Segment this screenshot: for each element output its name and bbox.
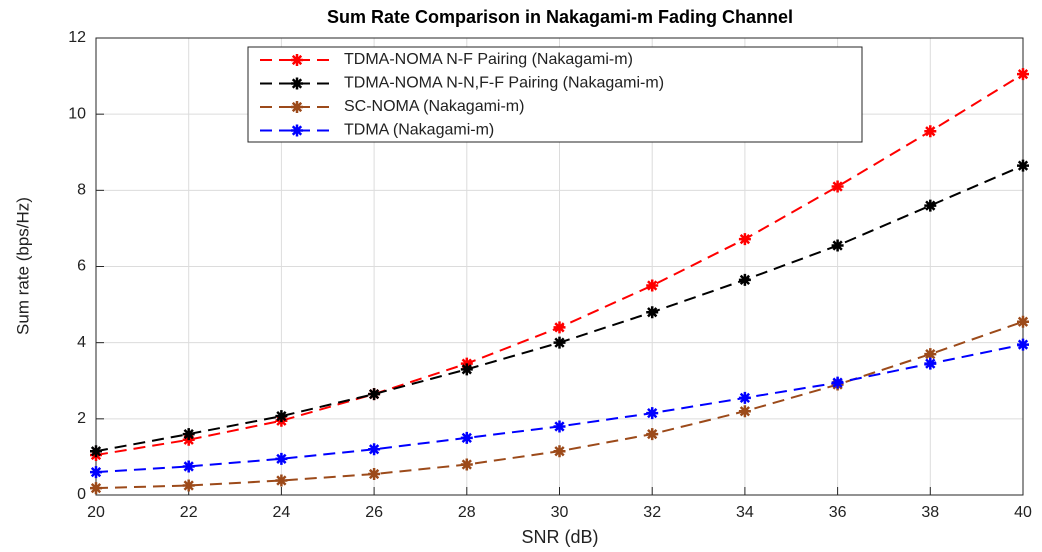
x-tick-label: 22 <box>180 504 198 521</box>
marker <box>646 428 659 441</box>
marker <box>738 233 751 246</box>
legend-label: TDMA (Nakagami-m) <box>344 122 494 139</box>
y-tick-label: 0 <box>77 486 86 503</box>
x-tick-label: 24 <box>273 504 291 521</box>
marker <box>275 452 288 465</box>
marker <box>924 357 937 370</box>
chart-title: Sum Rate Comparison in Nakagami-m Fading… <box>327 7 793 27</box>
y-axis-label: Sum rate (bps/Hz) <box>13 197 32 335</box>
legend-marker <box>291 101 303 113</box>
legend-marker <box>291 77 303 90</box>
marker <box>1017 338 1029 351</box>
x-tick-label: 30 <box>551 504 569 521</box>
marker <box>90 445 102 458</box>
marker <box>646 279 659 292</box>
marker <box>1017 315 1029 328</box>
x-tick-label: 26 <box>365 504 383 521</box>
y-tick-label: 10 <box>68 105 86 122</box>
y-tick-label: 2 <box>77 410 86 427</box>
marker <box>646 306 659 319</box>
x-tick-label: 28 <box>458 504 476 521</box>
x-tick-label: 20 <box>87 504 105 521</box>
marker <box>646 407 659 420</box>
marker <box>924 199 937 212</box>
marker <box>182 479 195 492</box>
plot-frame <box>95 37 1024 496</box>
y-tick-label: 12 <box>68 29 86 46</box>
x-tick-label: 40 <box>1014 504 1032 521</box>
legend-label: SC-NOMA (Nakagami-m) <box>344 98 524 115</box>
marker <box>275 474 288 487</box>
marker <box>924 348 937 361</box>
marker <box>553 445 566 458</box>
x-axis-label: SNR (dB) <box>521 527 598 547</box>
legend-box <box>247 46 863 143</box>
marker <box>738 405 751 418</box>
marker <box>831 239 844 252</box>
marker <box>553 336 566 349</box>
marker <box>182 428 195 441</box>
marker <box>553 321 566 334</box>
legend-marker <box>291 54 303 66</box>
x-tick-label: 32 <box>643 504 661 521</box>
y-tick-label: 8 <box>77 182 86 199</box>
marker <box>460 363 473 376</box>
marker <box>275 410 288 423</box>
legend-marker <box>291 124 303 137</box>
marker <box>831 376 844 389</box>
marker <box>924 125 937 138</box>
marker <box>460 458 473 471</box>
y-tick-label: 4 <box>77 334 86 351</box>
marker <box>1017 159 1029 172</box>
marker <box>1017 68 1029 81</box>
marker <box>368 388 381 401</box>
x-tick-label: 36 <box>829 504 847 521</box>
marker <box>182 460 195 473</box>
x-tick-label: 34 <box>736 504 754 521</box>
y-tick-label: 6 <box>77 258 86 275</box>
marker <box>738 273 751 286</box>
marker <box>90 466 102 479</box>
legend-label: TDMA-NOMA N-N,F-F Pairing (Nakagami-m) <box>344 75 664 92</box>
marker <box>368 443 381 456</box>
legend-label: TDMA-NOMA N-F Pairing (Nakagami-m) <box>344 51 633 68</box>
marker <box>738 391 751 404</box>
marker <box>368 468 381 481</box>
x-tick-label: 38 <box>921 504 939 521</box>
marker <box>90 482 102 495</box>
marker <box>831 180 844 193</box>
marker <box>553 420 566 433</box>
marker <box>460 431 473 444</box>
